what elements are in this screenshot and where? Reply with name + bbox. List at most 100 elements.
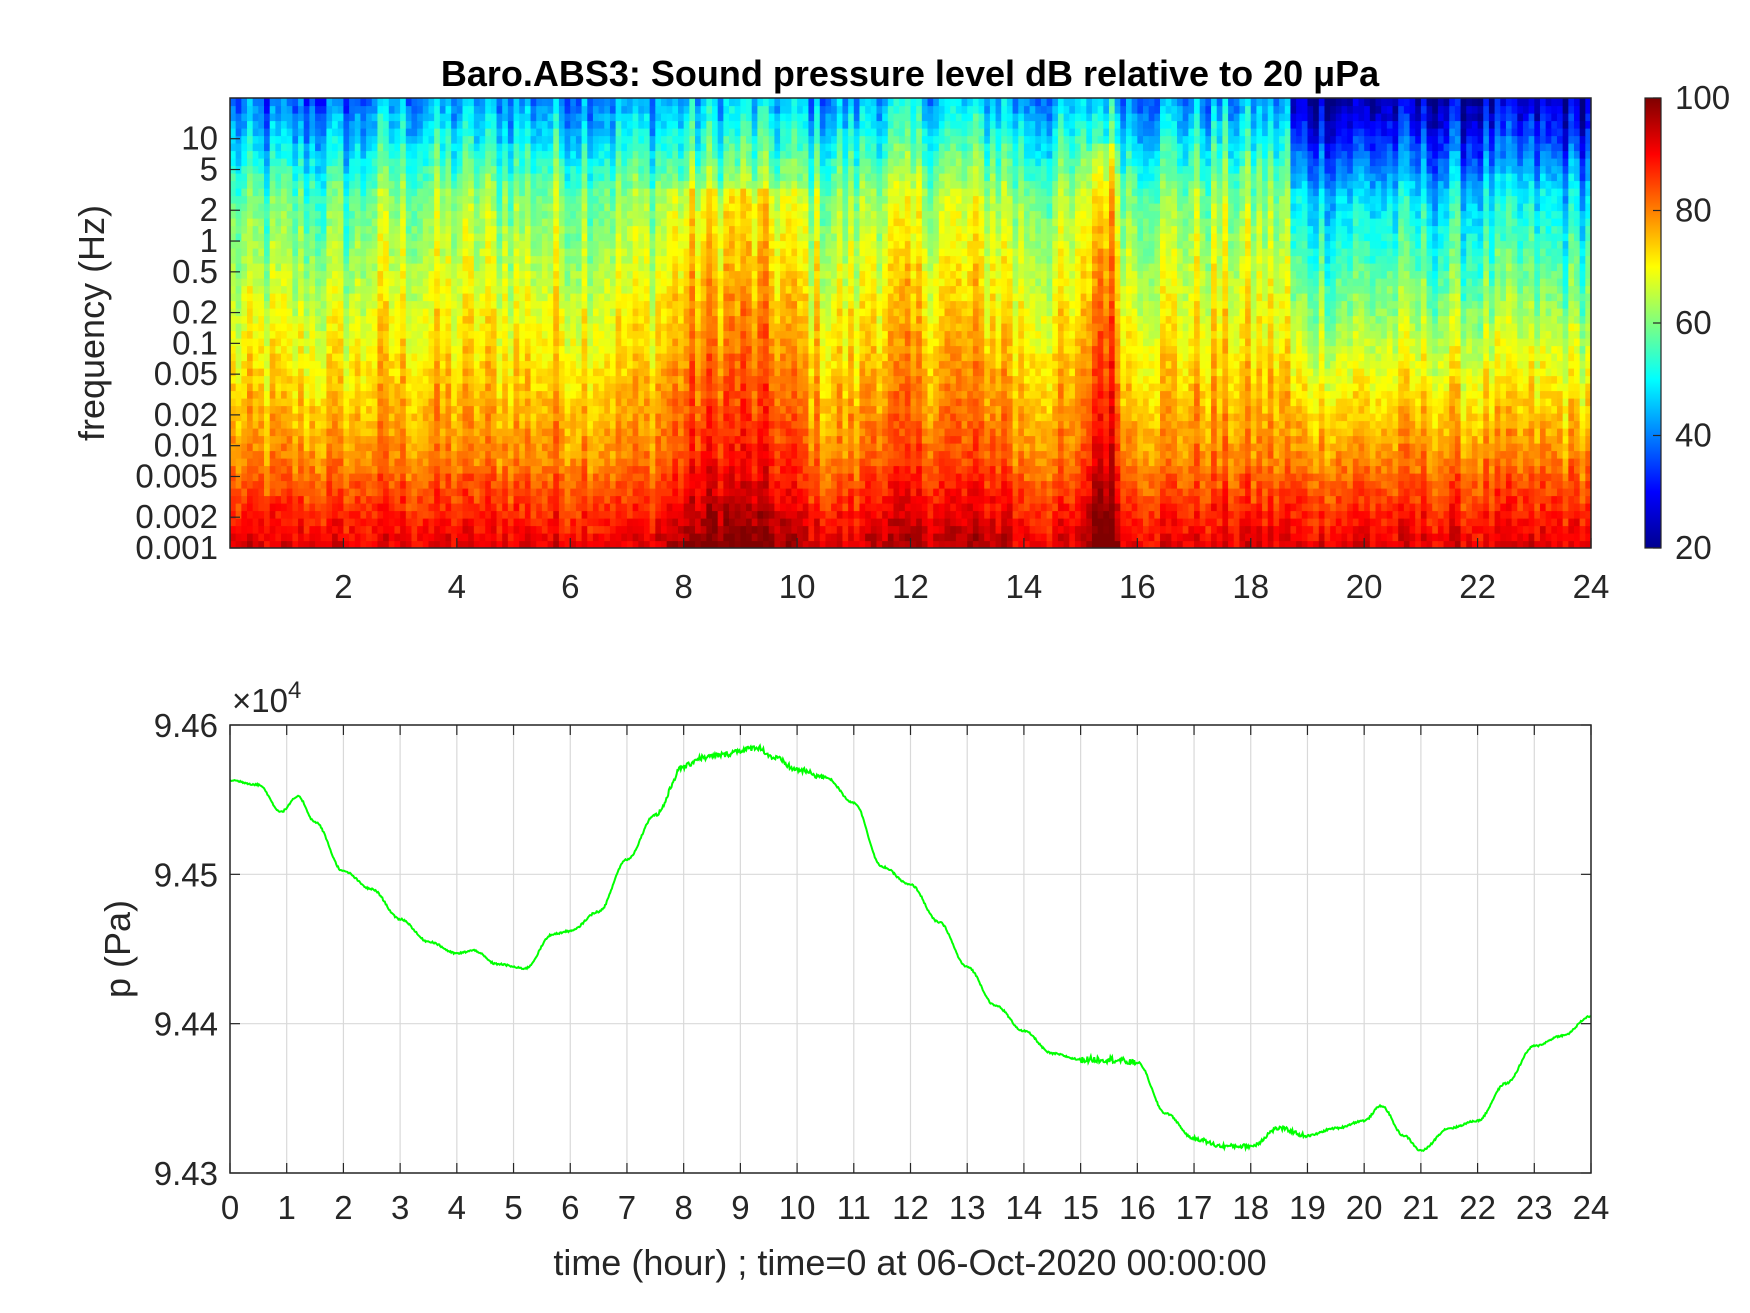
- spectrogram-cell: [1335, 443, 1343, 452]
- spectrogram-cell: [570, 405, 577, 414]
- spectrogram-cell: [1500, 450, 1507, 459]
- spectrogram-cell: [1579, 473, 1586, 482]
- spectrogram-cell: [1018, 405, 1025, 414]
- spectrogram-cell: [961, 450, 968, 459]
- spectrogram-cell: [1228, 525, 1235, 534]
- spectrogram-cell: [1556, 488, 1564, 497]
- spectrogram-cell: [626, 518, 634, 527]
- spectrogram-cell: [1035, 413, 1042, 422]
- spectrogram-cell: [360, 443, 367, 452]
- spectrogram-cell: [717, 420, 724, 429]
- spectrogram-cell: [1415, 443, 1422, 452]
- spectrogram-cell: [1097, 488, 1104, 497]
- spectrogram-cell: [417, 495, 424, 504]
- spectrogram-cell: [1381, 458, 1388, 467]
- spectrogram-cell: [1080, 488, 1087, 497]
- spectrogram-cell: [1358, 398, 1365, 407]
- spectrogram-cell: [1534, 540, 1541, 548]
- spectrogram-cell: [955, 503, 963, 512]
- spectrogram-cell: [326, 540, 333, 548]
- spectrogram-cell: [1432, 435, 1439, 444]
- spectrogram-cell: [1420, 473, 1428, 482]
- spectrogram-cell: [439, 413, 447, 422]
- spectrogram-cell: [1483, 510, 1490, 519]
- spectrogram-cell: [1091, 488, 1099, 497]
- spectrogram-cell: [1551, 510, 1558, 519]
- spectrogram-cell: [1165, 420, 1172, 429]
- spectrogram-cell: [530, 450, 537, 459]
- spectrogram-cell: [626, 458, 634, 467]
- spectrogram-cell: [655, 465, 662, 474]
- spectrogram-cell: [1239, 488, 1246, 497]
- spectrogram-cell: [252, 503, 259, 512]
- spectrogram-cell: [1392, 435, 1399, 444]
- spectrogram-cell: [1080, 540, 1087, 548]
- spectrogram-cell: [1267, 480, 1275, 489]
- spectrogram-cell: [1477, 503, 1484, 512]
- spectrogram-cell: [678, 488, 685, 497]
- spectrogram-cell: [995, 488, 1002, 497]
- spectrogram-cell: [1018, 443, 1025, 452]
- spectrogram-cell: [1466, 510, 1473, 519]
- spectrogram-cell: [1415, 473, 1422, 482]
- spectrogram-cell: [1420, 465, 1428, 474]
- spectrogram-cell: [814, 518, 821, 527]
- spectrogram-cell: [899, 435, 906, 444]
- spectrogram-cell: [1585, 450, 1591, 459]
- spectrogram-cell: [1573, 413, 1581, 422]
- spectrogram-cell: [1500, 503, 1507, 512]
- spectrogram-cell: [343, 435, 350, 444]
- spectrogram-cell: [1505, 443, 1513, 452]
- spectrogram-cell: [1222, 390, 1229, 399]
- spectrogram-cell: [1381, 480, 1388, 489]
- spectrogram-cell: [848, 503, 855, 512]
- spectrogram-cell: [1301, 443, 1309, 452]
- spectrogram-cell: [1279, 465, 1286, 474]
- spectrogram-cell: [938, 510, 946, 519]
- spectrogram-cell: [315, 420, 322, 429]
- spectrogram-cell: [1477, 488, 1484, 497]
- spectrogram-cell: [1313, 533, 1320, 542]
- spectrogram-cell: [479, 473, 486, 482]
- spectrogram-cell: [1381, 503, 1388, 512]
- spectrogram-cell: [332, 428, 339, 437]
- spectrogram-cell: [950, 510, 957, 519]
- spectrogram-cell: [899, 473, 906, 482]
- spectrogram-cell: [349, 473, 356, 482]
- spectrogram-cell: [899, 443, 906, 452]
- spectrogram-cell: [1381, 450, 1388, 459]
- spectrogram-cell: [332, 510, 339, 519]
- spectrogram-cell: [320, 488, 327, 497]
- spectrogram-cell: [1352, 473, 1360, 482]
- spectrogram-cell: [751, 390, 758, 399]
- spectrogram-cell: [1177, 420, 1184, 429]
- spectrogram-cell: [836, 473, 844, 482]
- spectrogram-cell: [343, 525, 350, 534]
- spectrogram-cell: [1035, 480, 1042, 489]
- spectrogram-cell: [1579, 488, 1586, 497]
- spectrogram-cell: [763, 503, 770, 512]
- spectrogram-cell: [916, 465, 923, 474]
- spectrogram-cell: [247, 540, 254, 548]
- spectrogram-cell: [1160, 473, 1167, 482]
- spectrogram-cell: [1222, 518, 1229, 527]
- spectrogram-cell: [723, 533, 730, 542]
- spectrogram-cell: [666, 450, 673, 459]
- spectrogram-cell: [281, 540, 288, 548]
- spectrogram-cell: [1279, 540, 1286, 548]
- spectrogram-cell: [950, 450, 957, 459]
- spectrogram-cell: [286, 533, 293, 542]
- spectrogram-cell: [575, 488, 583, 497]
- spectrogram-cell: [1352, 510, 1360, 519]
- spectrogram-cell: [853, 510, 861, 519]
- spectrogram-cell: [462, 450, 469, 459]
- spectrogram-cell: [1182, 503, 1189, 512]
- spectrogram-cell: [972, 495, 980, 504]
- spectrogram-cell: [666, 390, 673, 399]
- spectrogram-cell: [740, 525, 747, 534]
- spectrogram-cell: [1046, 443, 1053, 452]
- spectrogram-cell: [428, 390, 435, 399]
- spectrogram-cell: [1318, 503, 1326, 512]
- spectrogram-cell: [1063, 473, 1070, 482]
- spectrogram-cell: [1216, 420, 1223, 429]
